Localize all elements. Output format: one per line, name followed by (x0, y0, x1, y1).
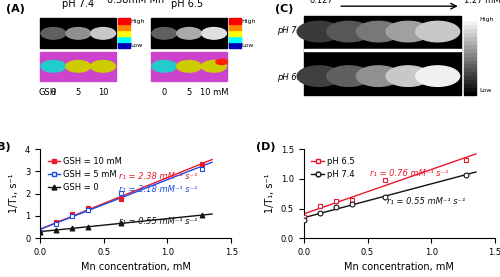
Legend: GSH = 10 mM, GSH = 5 mM, GSH = 0: GSH = 10 mM, GSH = 5 mM, GSH = 0 (44, 153, 126, 195)
Text: 5: 5 (76, 88, 81, 97)
Text: (D): (D) (256, 142, 276, 152)
Bar (304, 16, 460, 95)
Bar (230, 36, 240, 42)
Text: r₁ = 0.55 mM⁻¹ s⁻¹: r₁ = 0.55 mM⁻¹ s⁻¹ (386, 197, 465, 206)
Circle shape (202, 60, 226, 72)
Text: (C): (C) (275, 4, 293, 14)
Circle shape (90, 60, 116, 72)
Legend: pH 6.5, pH 7.4: pH 6.5, pH 7.4 (308, 153, 358, 182)
Circle shape (327, 21, 370, 42)
Text: r₁ = 2.18 mM⁻¹ s⁻¹: r₁ = 2.18 mM⁻¹ s⁻¹ (119, 185, 198, 194)
Bar (40, 18, 117, 48)
Text: 10: 10 (98, 88, 108, 97)
Text: 0.38mM Mn: 0.38mM Mn (107, 0, 164, 5)
Bar (230, 18, 240, 24)
Text: High: High (131, 19, 146, 24)
X-axis label: Mn concentration, mM: Mn concentration, mM (80, 263, 190, 273)
X-axis label: Mn concentration, mM: Mn concentration, mM (344, 263, 455, 273)
Text: (A): (A) (6, 4, 25, 14)
Circle shape (356, 66, 401, 86)
Text: 1.27 mM Mn: 1.27 mM Mn (464, 0, 500, 5)
Text: (B): (B) (0, 142, 11, 152)
Circle shape (66, 60, 90, 72)
Bar (151, 52, 228, 81)
Bar (464, 16, 476, 20)
Circle shape (152, 27, 176, 39)
Bar (464, 83, 476, 87)
Bar (464, 79, 476, 83)
Circle shape (176, 27, 202, 39)
Bar (118, 18, 130, 24)
Text: 5: 5 (186, 88, 192, 97)
Bar (230, 24, 240, 30)
Circle shape (356, 21, 401, 42)
Text: 10 mM: 10 mM (200, 88, 228, 97)
Bar (464, 87, 476, 91)
Circle shape (176, 60, 202, 72)
Y-axis label: 1/T₁, s⁻¹: 1/T₁, s⁻¹ (266, 174, 276, 214)
Bar (464, 63, 476, 67)
Text: 0: 0 (51, 88, 56, 97)
Text: pH 6.5: pH 6.5 (277, 73, 304, 82)
Circle shape (41, 60, 66, 72)
Circle shape (386, 66, 430, 86)
Bar (118, 42, 130, 48)
Bar (118, 36, 130, 42)
Bar (230, 42, 240, 48)
Bar (40, 52, 117, 81)
Bar (464, 60, 476, 63)
Circle shape (386, 21, 430, 42)
Circle shape (297, 21, 341, 42)
Y-axis label: 1/T₁, s⁻¹: 1/T₁, s⁻¹ (10, 174, 20, 214)
Bar (464, 44, 476, 48)
Text: GSH: GSH (38, 88, 56, 97)
Bar (464, 48, 476, 52)
Text: pH 7.4: pH 7.4 (277, 26, 304, 35)
Circle shape (327, 66, 370, 86)
Bar (151, 18, 228, 48)
Text: High: High (242, 19, 256, 24)
Bar (118, 30, 130, 36)
Bar (464, 71, 476, 75)
Circle shape (216, 59, 228, 65)
Text: Low: Low (242, 43, 254, 48)
Text: pH 6.5: pH 6.5 (171, 0, 203, 9)
Circle shape (66, 27, 90, 39)
Bar (464, 75, 476, 79)
Text: 0.127: 0.127 (310, 0, 334, 5)
Text: r₁ = 0.55 mM⁻¹ s⁻¹: r₁ = 0.55 mM⁻¹ s⁻¹ (119, 217, 198, 226)
Circle shape (152, 60, 176, 72)
Bar (464, 20, 476, 24)
Bar (464, 24, 476, 28)
Text: Low: Low (480, 88, 492, 93)
Circle shape (416, 21, 460, 42)
Bar (464, 36, 476, 40)
Bar (464, 40, 476, 44)
Bar (118, 24, 130, 30)
Bar (464, 91, 476, 95)
Text: pH 7.4: pH 7.4 (62, 0, 94, 9)
Bar (464, 28, 476, 32)
Bar (464, 52, 476, 56)
Circle shape (416, 66, 460, 86)
Text: r₁ = 2.38 mM⁻¹ s⁻¹: r₁ = 2.38 mM⁻¹ s⁻¹ (119, 172, 198, 181)
Text: Low: Low (131, 43, 143, 48)
Circle shape (41, 27, 66, 39)
Bar (304, 49, 460, 51)
Bar (464, 67, 476, 71)
Bar (464, 56, 476, 60)
Bar (464, 32, 476, 36)
Circle shape (202, 27, 226, 39)
Text: 0: 0 (162, 88, 167, 97)
Text: r₁ = 0.76 mM⁻¹ s⁻¹: r₁ = 0.76 mM⁻¹ s⁻¹ (370, 169, 448, 178)
Text: High: High (480, 17, 494, 22)
Bar (230, 30, 240, 36)
Circle shape (297, 66, 341, 86)
Circle shape (90, 27, 116, 39)
